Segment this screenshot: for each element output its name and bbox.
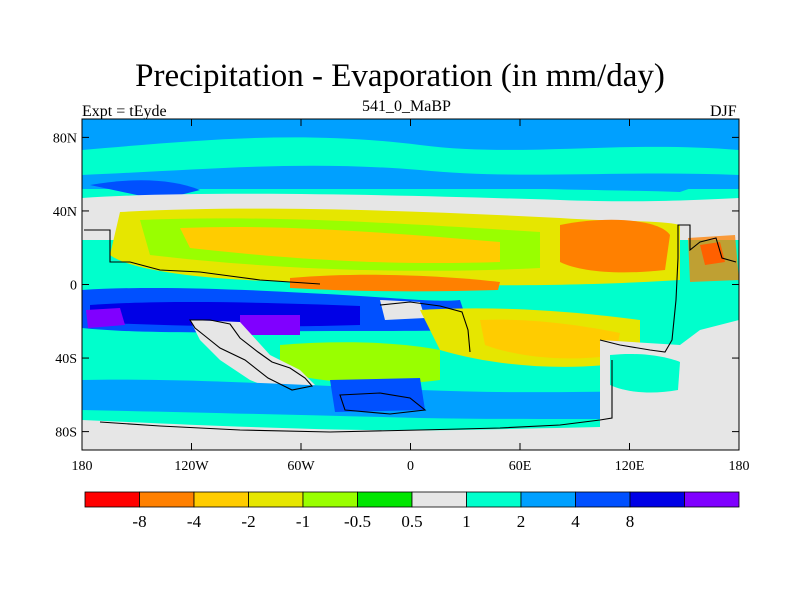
colorbar-box (575, 491, 631, 508)
colorbar-label: 0.5 (401, 512, 422, 531)
colorbar-label: 1 (462, 512, 471, 531)
y-tick-label: 80S (55, 426, 77, 441)
y-axis: 80N 40N 0 40S 80S (53, 131, 739, 441)
colorbar-box (248, 491, 304, 508)
x-tick-label: 0 (407, 459, 414, 474)
x-tick-label: 120W (174, 459, 209, 474)
colorbar-box (520, 491, 576, 508)
colorbar-box (466, 491, 522, 508)
y-tick-label: 0 (70, 279, 77, 294)
period-label: 541_0_MaBP (362, 98, 451, 115)
coastline (84, 224, 737, 433)
y-tick-label: 40N (53, 205, 77, 220)
colorbar-box (193, 491, 249, 508)
colorbar-box (302, 491, 358, 508)
plot-title: Precipitation - Evaporation (in mm/day) (135, 58, 665, 94)
x-tick-label: 120E (615, 459, 645, 474)
colorbar-box (84, 491, 140, 508)
colorbar: -8 -4 -2 -1 -0.5 0.5 1 2 4 8 (84, 491, 740, 531)
colorbar-label: -0.5 (344, 512, 371, 531)
y-tick-label: 80N (53, 131, 77, 146)
season-label: DJF (710, 103, 737, 120)
x-tick-label: 180 (729, 459, 750, 474)
colorbar-box (357, 491, 413, 508)
colorbar-box (684, 491, 740, 508)
colorbar-box (411, 491, 467, 508)
colorbar-label: -1 (296, 512, 310, 531)
y-tick-label: 40S (55, 352, 77, 367)
experiment-label: Expt = tEyde (82, 103, 167, 120)
colorbar-label: -4 (187, 512, 202, 531)
colorbar-label: 8 (626, 512, 635, 531)
x-tick-label: 60E (509, 459, 532, 474)
colorbar-label: -8 (132, 512, 146, 531)
colorbar-label: -2 (241, 512, 255, 531)
x-tick-label: 60W (287, 459, 315, 474)
x-axis: 180 120W 60W 0 60E 120E 180 (72, 119, 750, 474)
colorbar-box (629, 491, 685, 508)
colorbar-label: 4 (571, 512, 580, 531)
colorbar-label: 2 (517, 512, 526, 531)
x-tick-label: 180 (72, 459, 93, 474)
colorbar-box (139, 491, 195, 508)
precip-evap-field (82, 119, 739, 450)
